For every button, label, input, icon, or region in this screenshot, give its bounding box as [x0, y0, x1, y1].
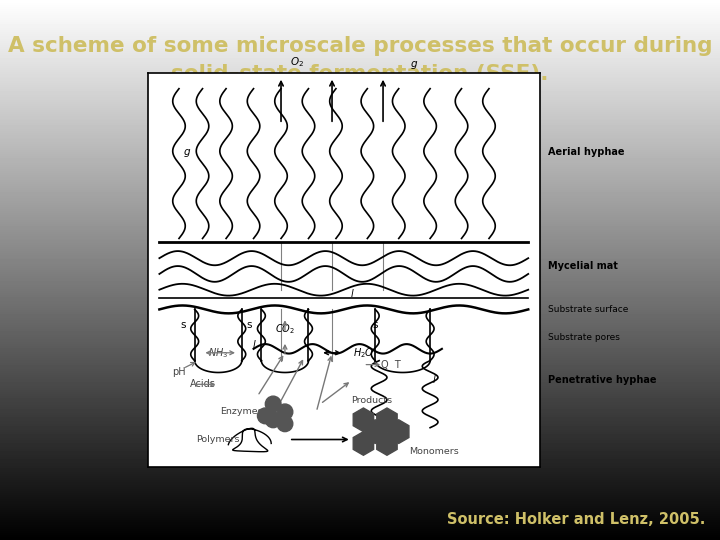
Text: Mycelial mat: Mycelial mat [548, 261, 618, 271]
Text: $CO_2$: $CO_2$ [275, 322, 295, 336]
Text: Products: Products [351, 396, 392, 404]
Text: $NH_3$: $NH_3$ [208, 346, 228, 360]
Text: l: l [252, 340, 255, 350]
Circle shape [265, 396, 281, 412]
Text: s: s [180, 320, 186, 330]
Text: solid–state fermentation (SSF).: solid–state fermentation (SSF). [171, 64, 549, 84]
Circle shape [277, 416, 293, 431]
Circle shape [277, 404, 293, 420]
Text: Penetrative hyphae: Penetrative hyphae [548, 375, 657, 386]
Text: l: l [350, 289, 353, 299]
Text: Acids: Acids [189, 379, 215, 389]
Text: Source: Holker and Lenz, 2005.: Source: Holker and Lenz, 2005. [447, 512, 706, 527]
Text: Substrate pores: Substrate pores [548, 333, 620, 341]
Text: Enzymes: Enzymes [220, 407, 263, 416]
Text: A scheme of some microscale processes that occur during: A scheme of some microscale processes th… [8, 36, 712, 56]
Text: pH: pH [172, 368, 186, 377]
Text: s: s [372, 320, 378, 330]
Text: Polymers: Polymers [197, 435, 240, 444]
Circle shape [265, 412, 281, 428]
Text: $H_2O$: $H_2O$ [353, 346, 374, 360]
Text: Q  T: Q T [381, 360, 401, 369]
Text: Aerial hyphae: Aerial hyphae [548, 147, 624, 157]
Text: Substrate surface: Substrate surface [548, 305, 629, 314]
Text: s: s [247, 320, 253, 330]
Text: Monomers: Monomers [409, 447, 459, 456]
Text: g: g [184, 147, 190, 157]
Text: g: g [411, 59, 418, 69]
Text: $O_2$: $O_2$ [289, 55, 304, 69]
Circle shape [258, 408, 273, 424]
Text: l: l [433, 375, 436, 386]
